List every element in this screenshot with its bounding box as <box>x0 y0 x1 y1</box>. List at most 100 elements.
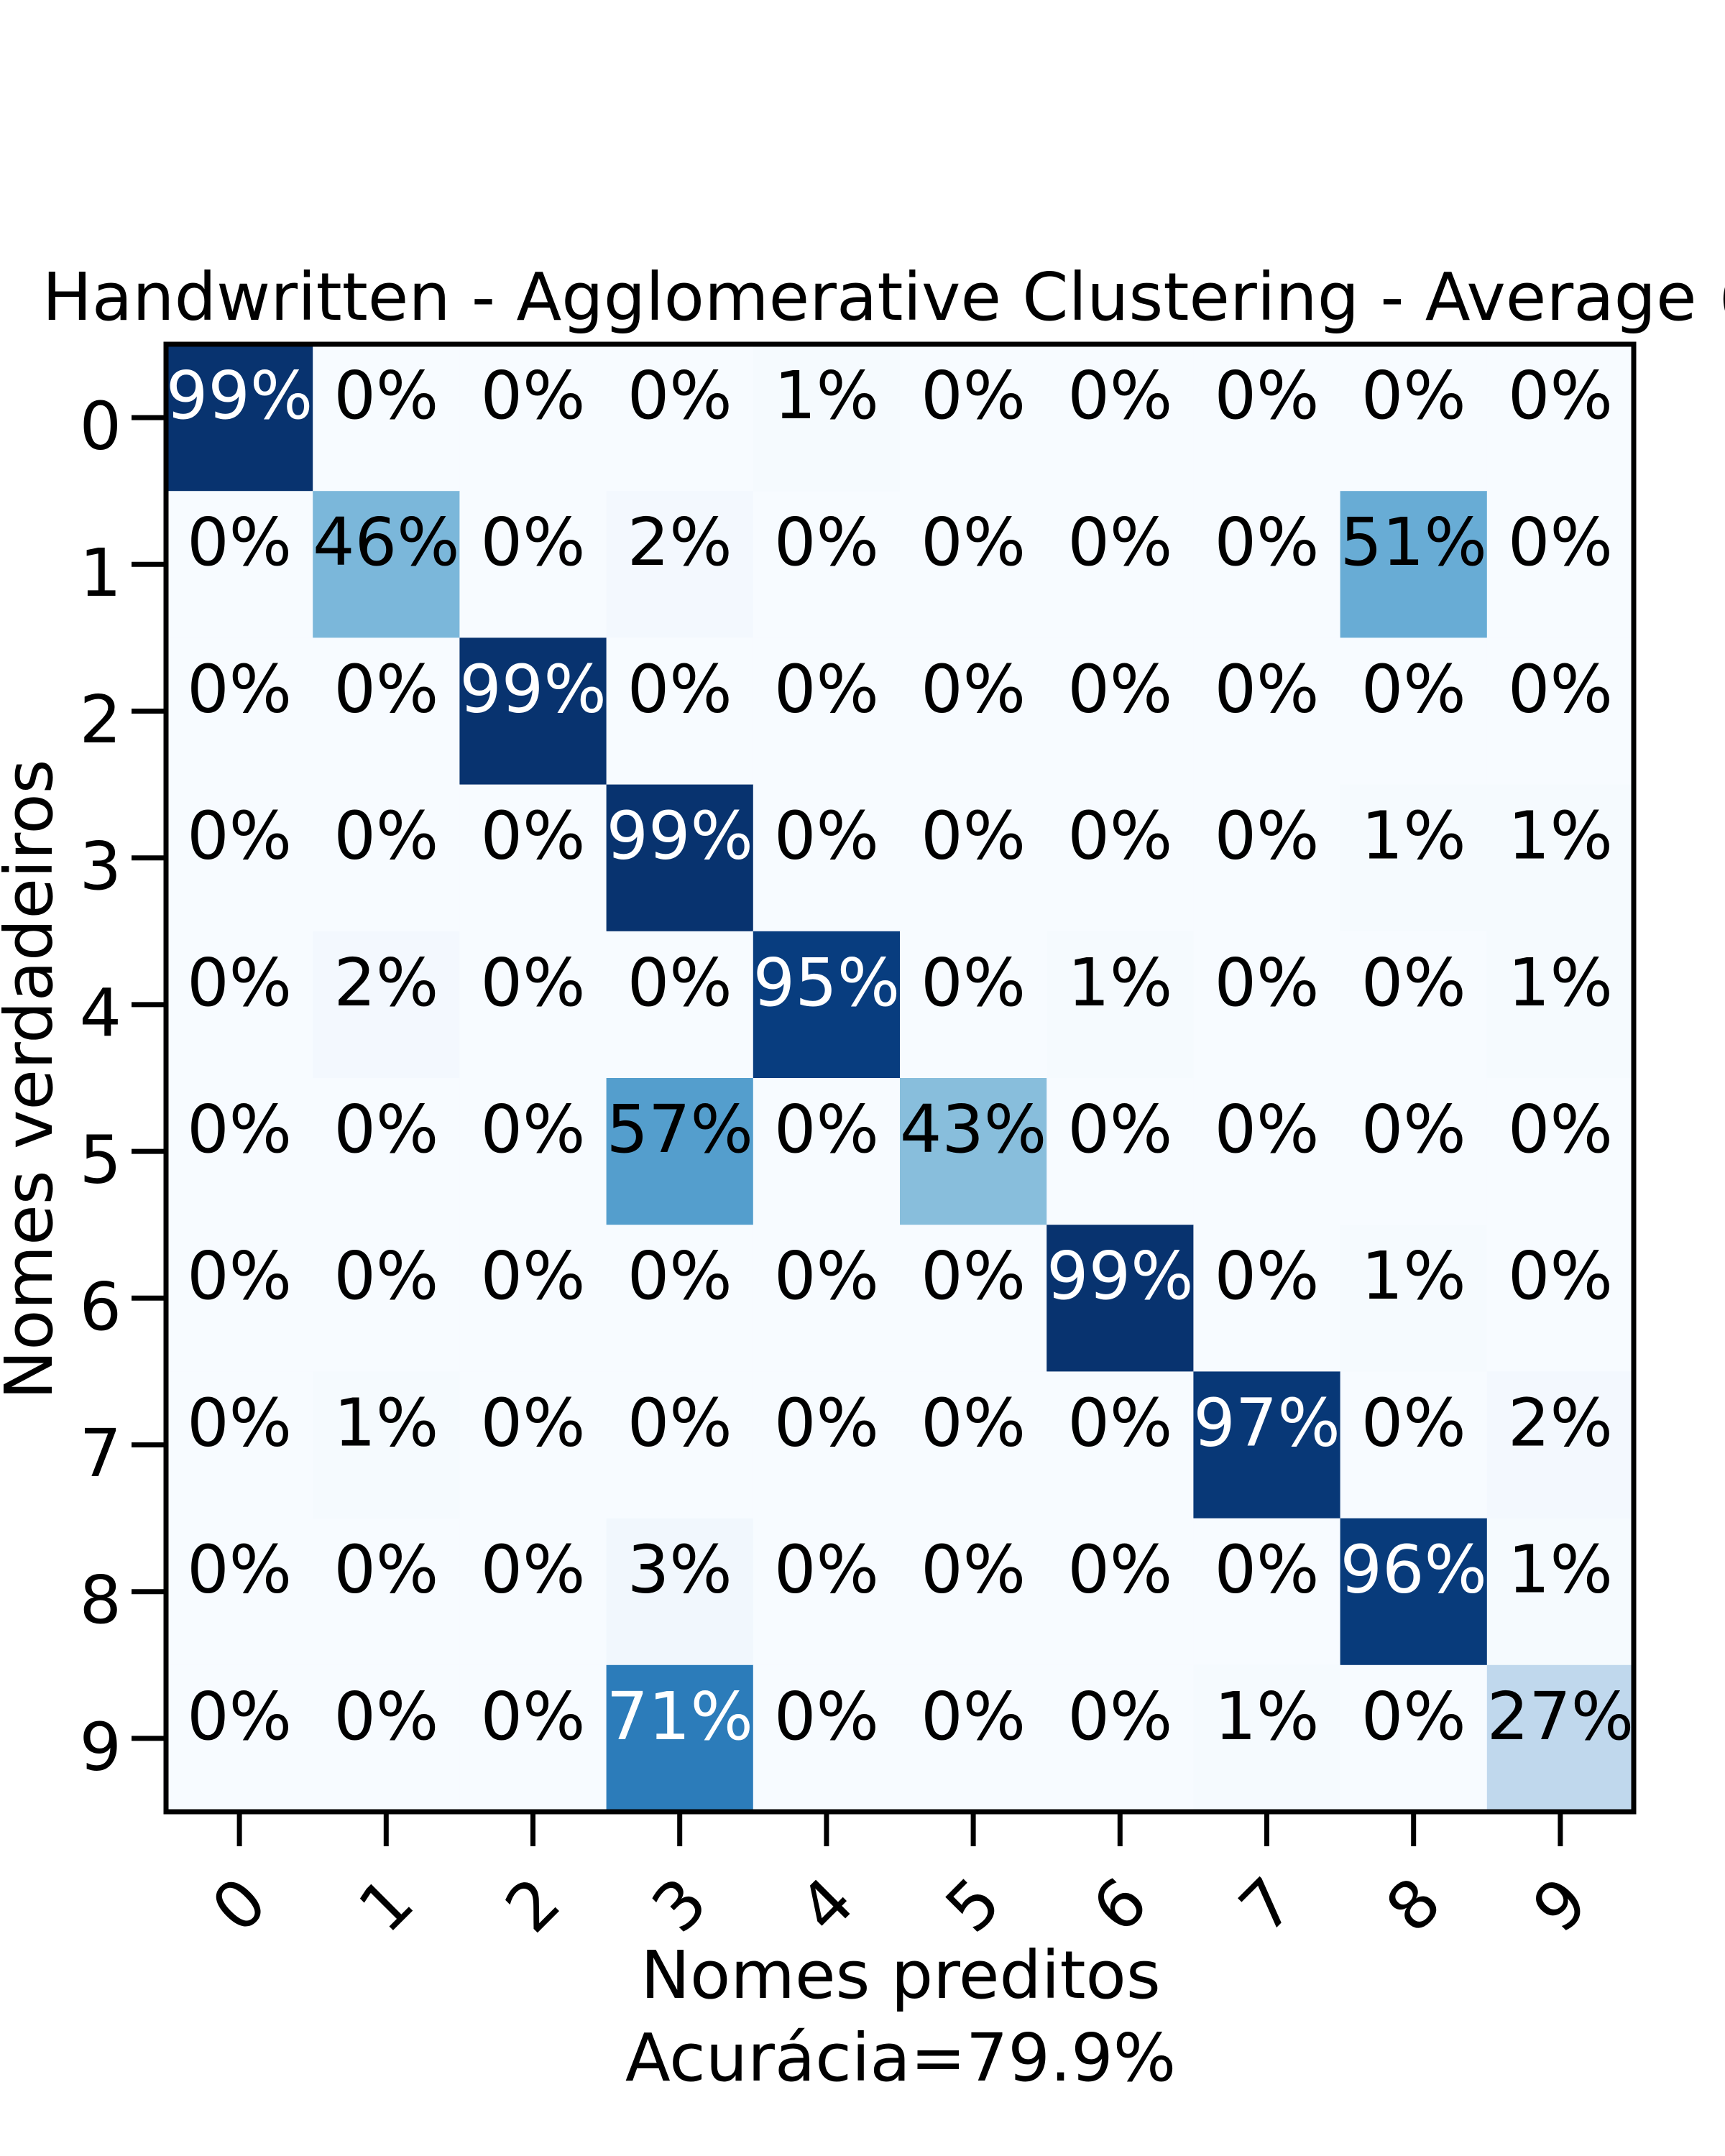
cell-value-label: 0% <box>1361 650 1466 727</box>
heatmap-cell <box>606 1225 754 1372</box>
heatmap-cell <box>1340 637 1488 786</box>
y-tick-label: 8 <box>79 1562 121 1639</box>
cell-value-label: 0% <box>187 504 292 581</box>
cell-value-label: 0% <box>481 1531 586 1608</box>
cell-value-label: 0% <box>187 650 292 727</box>
heatmap-cell <box>1046 1664 1194 1812</box>
heatmap-cell <box>1046 1225 1194 1372</box>
cell-value-label: 46% <box>313 504 459 581</box>
heatmap-cell <box>753 1664 901 1812</box>
cell-value-label: 0% <box>1215 944 1320 1021</box>
cell-value-label: 0% <box>1067 1091 1172 1168</box>
heatmap-cell <box>1193 491 1341 638</box>
heatmap-cell <box>166 637 313 786</box>
cell-value-label: 0% <box>1361 1384 1466 1461</box>
heatmap-cell <box>1193 1371 1341 1519</box>
heatmap-cell <box>1046 1371 1194 1519</box>
heatmap-cell <box>753 1518 901 1666</box>
heatmap-cell <box>313 1518 460 1666</box>
cell-value-label: 1% <box>334 1384 438 1461</box>
heatmap-cell <box>166 1518 313 1666</box>
cell-value-label: 0% <box>1067 1678 1172 1755</box>
heatmap-cell <box>1486 931 1634 1079</box>
y-tick-label: 9 <box>79 1708 121 1785</box>
cell-value-label: 0% <box>1508 1091 1613 1168</box>
x-tick-label: 4 <box>784 1863 868 1947</box>
heatmap-cell <box>459 931 607 1079</box>
cell-value-label: 0% <box>921 357 1026 434</box>
cell-value-label: 0% <box>1067 650 1172 727</box>
cell-value-label: 0% <box>921 1678 1026 1755</box>
cell-value-label: 0% <box>334 1238 438 1314</box>
heatmap-cell <box>1046 491 1194 638</box>
cell-value-label: 0% <box>627 650 732 727</box>
heatmap-cell <box>606 1518 754 1666</box>
cell-value-label: 0% <box>627 1384 732 1461</box>
heatmap-cell <box>459 491 607 638</box>
heatmap-cell <box>313 931 460 1079</box>
cell-value-label: 57% <box>606 1091 753 1168</box>
cell-value-label: 0% <box>334 650 438 727</box>
cell-value-label: 0% <box>921 1384 1026 1461</box>
cell-value-label: 0% <box>1215 650 1320 727</box>
cell-value-label: 0% <box>481 1384 586 1461</box>
cell-value-label: 0% <box>774 1531 879 1608</box>
x-tick-label: 9 <box>1518 1863 1602 1947</box>
heatmap-cell <box>1046 1078 1194 1225</box>
cell-value-label: 1% <box>1067 944 1172 1021</box>
cell-value-label: 0% <box>1215 504 1320 581</box>
cell-value-label: 0% <box>481 1238 586 1314</box>
heatmap-cell <box>166 784 313 932</box>
heatmap-cell <box>606 784 754 932</box>
y-axis-label: Nomes verdadeiros <box>0 759 68 1399</box>
heatmap-cell <box>1486 1664 1634 1812</box>
heatmap-cell <box>313 344 460 492</box>
cell-value-label: 0% <box>334 1531 438 1608</box>
cell-value-label: 1% <box>774 357 879 434</box>
x-tick-label: 6 <box>1078 1863 1162 1947</box>
y-tick-label: 1 <box>79 535 121 612</box>
cell-value-label: 0% <box>921 1531 1026 1608</box>
heatmap-cell <box>1193 344 1341 492</box>
heatmap-cell <box>1193 1225 1341 1372</box>
cell-value-label: 0% <box>774 1091 879 1168</box>
heatmap-cell <box>1046 637 1194 786</box>
cell-value-label: 0% <box>1067 1384 1172 1461</box>
cell-value-label: 0% <box>627 357 732 434</box>
cell-value-label: 0% <box>334 798 438 875</box>
x-tick-label: 3 <box>638 1863 722 1947</box>
cell-value-label: 0% <box>187 1678 292 1755</box>
heatmap-cell <box>1486 491 1634 638</box>
cell-value-label: 99% <box>459 650 606 727</box>
cell-value-label: 0% <box>1067 1531 1172 1608</box>
cell-value-label: 99% <box>1046 1238 1193 1314</box>
cell-value-label: 0% <box>334 1678 438 1755</box>
heatmap-cell <box>753 344 901 492</box>
cell-value-label: 0% <box>921 650 1026 727</box>
heatmap-cell <box>1340 931 1488 1079</box>
heatmap-cell <box>166 1371 313 1519</box>
cell-value-label: 97% <box>1193 1384 1340 1461</box>
cell-value-label: 0% <box>1067 504 1172 581</box>
heatmap-cell <box>753 931 901 1079</box>
heatmap-cell <box>753 1078 901 1225</box>
heatmap-cell <box>313 1225 460 1372</box>
heatmap-cell <box>753 1371 901 1519</box>
heatmap-cell <box>900 491 1047 638</box>
heatmap-cell <box>1340 491 1488 638</box>
cell-labels: 99% 0% 0% 0% 1% 0% 0% 0% 0% 0% 0% 46% 0% 2% 0% 0% 0% 0% 51… <box>166 357 1634 1755</box>
cell-value-label: 0% <box>187 1091 292 1168</box>
heatmap-cell <box>166 1225 313 1372</box>
heatmap-cell <box>1340 1078 1488 1225</box>
y-tick-label: 5 <box>79 1122 121 1199</box>
cell-value-label: 0% <box>1215 1238 1320 1314</box>
heatmap-cell <box>313 491 460 638</box>
heatmap-cell <box>459 1225 607 1372</box>
heatmap-cell <box>459 784 607 932</box>
heatmap-cell <box>1046 344 1194 492</box>
heatmap-cell <box>1340 1518 1488 1666</box>
heatmap-cell <box>313 637 460 786</box>
cell-value-label: 27% <box>1487 1678 1634 1755</box>
heatmap-cell <box>900 1664 1047 1812</box>
